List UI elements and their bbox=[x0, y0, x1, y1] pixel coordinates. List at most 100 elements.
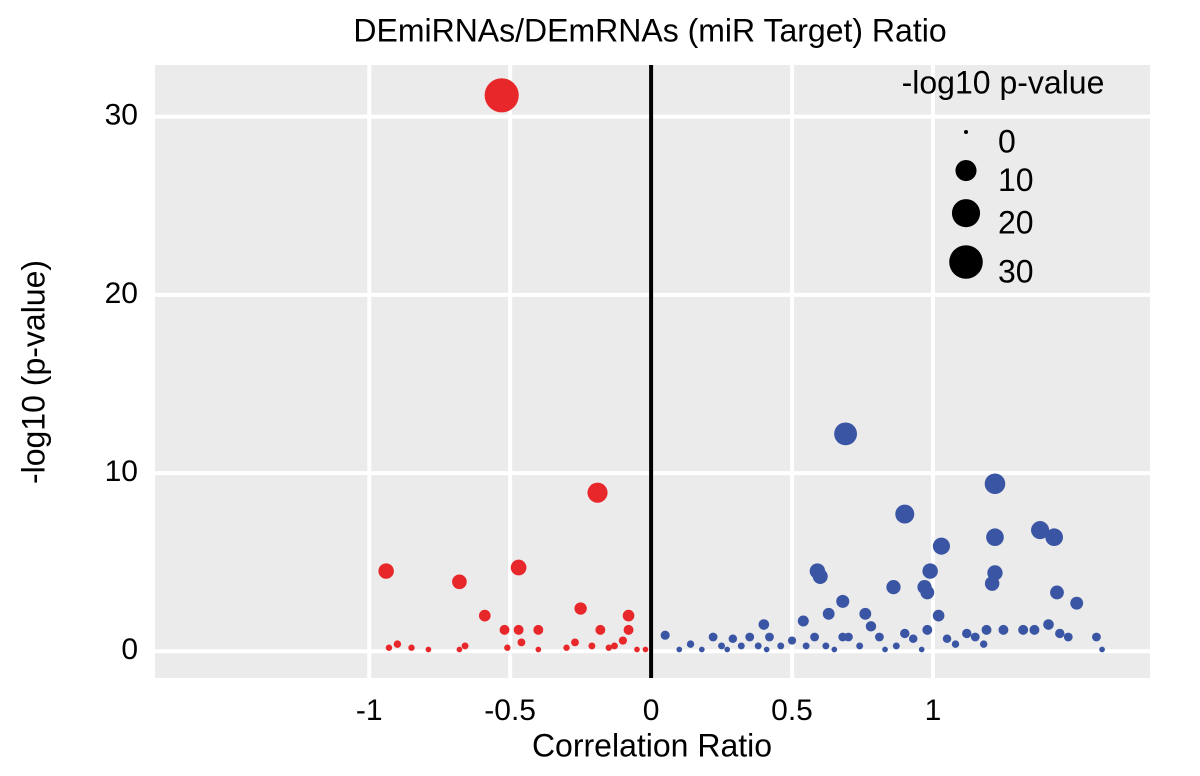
point bbox=[802, 642, 810, 650]
point bbox=[1055, 628, 1065, 639]
point bbox=[385, 644, 393, 651]
point bbox=[461, 642, 469, 650]
point bbox=[676, 646, 683, 653]
point bbox=[922, 563, 938, 579]
point bbox=[895, 504, 915, 524]
x-axis-label: Correlation Ratio bbox=[532, 727, 772, 763]
legend-title: -log10 p-value bbox=[902, 64, 1105, 100]
legend-symbol bbox=[964, 130, 968, 134]
point bbox=[660, 630, 670, 640]
y-tick-label: 0 bbox=[121, 633, 138, 666]
x-tick-label: 1 bbox=[925, 694, 942, 727]
point bbox=[758, 619, 770, 630]
x-tick-label: 0.5 bbox=[771, 694, 813, 727]
point bbox=[718, 642, 726, 650]
point bbox=[763, 646, 770, 653]
point bbox=[892, 642, 900, 650]
point bbox=[777, 642, 785, 650]
point bbox=[998, 624, 1009, 635]
x-tick-label: -1 bbox=[356, 694, 383, 727]
point bbox=[886, 579, 901, 595]
point bbox=[745, 632, 755, 642]
point bbox=[510, 559, 527, 576]
point bbox=[478, 609, 491, 622]
point bbox=[1099, 646, 1105, 653]
legend-label: 0 bbox=[998, 123, 1016, 159]
point bbox=[724, 646, 731, 653]
point bbox=[908, 634, 918, 644]
legend-symbol bbox=[955, 160, 977, 182]
point bbox=[1050, 585, 1064, 600]
point bbox=[812, 568, 828, 584]
point bbox=[452, 574, 467, 590]
point bbox=[610, 642, 618, 650]
point bbox=[834, 422, 858, 446]
point bbox=[836, 594, 850, 608]
point bbox=[918, 646, 925, 653]
point bbox=[533, 624, 544, 635]
point bbox=[517, 638, 526, 647]
x-tick-label: -0.5 bbox=[484, 694, 536, 727]
point bbox=[595, 624, 606, 635]
y-tick-label: 30 bbox=[105, 99, 138, 132]
point bbox=[1045, 528, 1063, 547]
point bbox=[797, 615, 809, 627]
y-tick-label: 20 bbox=[105, 277, 138, 310]
legend-label: 30 bbox=[998, 253, 1034, 289]
point bbox=[484, 78, 519, 113]
point bbox=[970, 632, 980, 642]
chart-title: DEmiRNAs/DEmRNAs (miR Target) Ratio bbox=[353, 12, 946, 48]
point bbox=[922, 624, 933, 635]
point bbox=[865, 621, 877, 632]
point bbox=[932, 537, 950, 555]
point bbox=[728, 634, 738, 644]
point bbox=[986, 528, 1004, 547]
point bbox=[408, 644, 415, 651]
point bbox=[1031, 521, 1050, 540]
point bbox=[831, 646, 838, 653]
point bbox=[810, 632, 819, 642]
point bbox=[1029, 624, 1040, 635]
point bbox=[900, 628, 910, 639]
legend-label: 10 bbox=[998, 162, 1034, 198]
point bbox=[981, 624, 992, 635]
point bbox=[859, 607, 872, 620]
point bbox=[984, 473, 1006, 495]
point bbox=[425, 646, 432, 653]
point bbox=[951, 640, 960, 648]
y-axis-label: -log10 (p-value) bbox=[15, 260, 51, 484]
point bbox=[622, 609, 635, 622]
point bbox=[686, 640, 695, 648]
point bbox=[1043, 619, 1054, 630]
point bbox=[822, 607, 835, 620]
point bbox=[882, 646, 888, 653]
point bbox=[856, 642, 864, 650]
point bbox=[754, 642, 762, 650]
point bbox=[456, 646, 463, 653]
point bbox=[504, 644, 511, 651]
point bbox=[535, 646, 542, 653]
point bbox=[623, 624, 634, 635]
point bbox=[563, 644, 570, 651]
point bbox=[874, 632, 884, 642]
x-tick-label: 0 bbox=[643, 694, 660, 727]
point bbox=[843, 632, 853, 642]
legend-label: 20 bbox=[998, 205, 1034, 241]
point bbox=[984, 576, 1000, 591]
legend-symbol bbox=[951, 199, 981, 228]
point bbox=[588, 642, 596, 650]
point bbox=[499, 624, 510, 635]
point bbox=[920, 585, 935, 600]
point bbox=[642, 646, 649, 653]
point bbox=[822, 642, 830, 650]
point bbox=[393, 640, 402, 648]
y-tick-label: 10 bbox=[105, 455, 138, 488]
point bbox=[1092, 632, 1101, 642]
point bbox=[618, 636, 627, 645]
point bbox=[378, 563, 394, 579]
point bbox=[513, 624, 524, 635]
point bbox=[1063, 632, 1073, 642]
point bbox=[787, 636, 797, 645]
point bbox=[587, 482, 608, 503]
